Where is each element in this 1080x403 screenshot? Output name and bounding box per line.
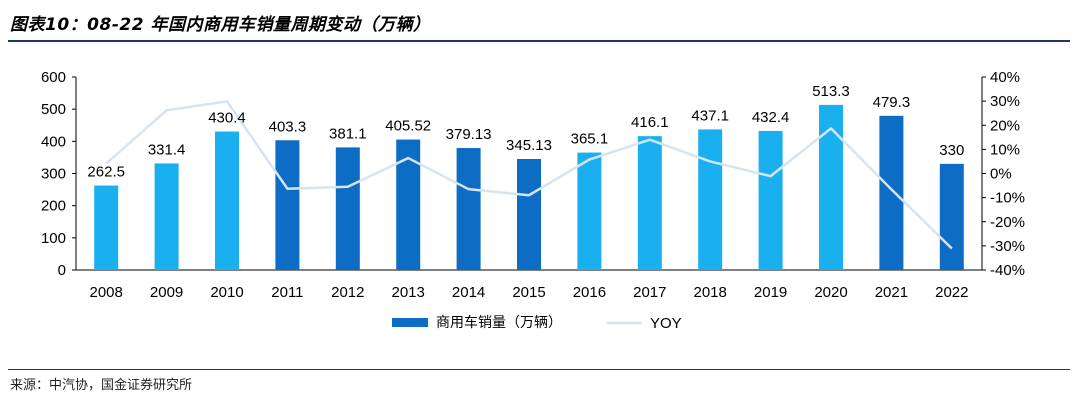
bar: [577, 152, 602, 270]
bar-value-label: 345.13: [506, 137, 552, 154]
y-right-tick-label: -10%: [990, 190, 1025, 207]
y-right-tick-label: 30%: [990, 93, 1020, 110]
bar: [517, 158, 541, 270]
x-tick-label: 2009: [150, 284, 183, 301]
y-right-tick-label: 20%: [990, 117, 1020, 134]
bar-value-label: 416.1: [631, 114, 669, 131]
x-tick-label: 2018: [694, 284, 727, 301]
x-tick-label: 2019: [754, 284, 787, 301]
bar-value-label: 430.4: [208, 110, 246, 127]
y-left-tick-label: 400: [41, 133, 66, 150]
bar: [939, 163, 964, 270]
y-right-tick-label: 0%: [990, 166, 1012, 183]
bar-series: [94, 104, 964, 271]
bar: [758, 130, 783, 270]
chart-legend: 商用车销量（万辆） YOY: [392, 314, 682, 332]
bar: [94, 185, 119, 270]
y-left-tick-label: 200: [41, 198, 66, 215]
y-right-tick-label: -30%: [990, 238, 1025, 255]
bar-value-label: 403.3: [269, 118, 307, 135]
y-left-tick-label: 0: [58, 262, 66, 279]
bar: [335, 147, 360, 270]
legend-label-sales: 商用车销量（万辆）: [436, 314, 562, 330]
x-tick-label: 2014: [452, 284, 485, 301]
x-tick-label: 2020: [814, 284, 847, 301]
bar-value-label: 379.13: [446, 126, 492, 143]
x-tick-label: 2015: [512, 284, 545, 301]
yoy-line-series: [105, 100, 953, 250]
bar-value-label: 437.1: [691, 107, 729, 124]
bar-value-label: 331.4: [148, 141, 186, 158]
x-tick-label: 2013: [392, 284, 425, 301]
bar: [215, 131, 239, 270]
x-tick-label: 2010: [210, 284, 243, 301]
bar-value-label: 479.3: [873, 94, 911, 111]
y-right-tick-label: -20%: [990, 214, 1025, 231]
y-left-tick-label: 500: [41, 101, 66, 118]
bar-value-label: 432.4: [752, 109, 790, 126]
bar-value-label: 405.52: [385, 118, 431, 135]
source-rule: [8, 369, 1070, 370]
bar: [819, 104, 843, 271]
bar-value-label: 330: [939, 142, 964, 159]
x-tick-label: 2022: [935, 284, 968, 301]
x-tick-label: 2012: [331, 284, 364, 301]
y-left-tick-label: 600: [41, 69, 66, 86]
bar-value-label: 365.1: [571, 131, 609, 148]
bar: [698, 129, 723, 270]
x-tick-label: 2021: [875, 284, 908, 301]
bar: [637, 136, 662, 270]
legend-label-yoy: YOY: [650, 315, 682, 332]
title-rule: [8, 40, 1070, 42]
x-tick-label: 2017: [633, 284, 666, 301]
y-right-tick-label: 10%: [990, 141, 1020, 158]
x-tick-label: 2016: [573, 284, 606, 301]
bar-value-label: 262.5: [87, 164, 125, 181]
yoy-line: [105, 100, 953, 250]
bar-value-label: 513.3: [812, 83, 850, 100]
figure-title: 图表10：08-22 年国内商用车销量周期变动（万辆）: [10, 15, 431, 35]
source-note: 来源：中汽协，国金证券研究所: [10, 378, 193, 393]
data-labels: 262.5 331.4 430.4 403.3 381.1 405.52 379.13 345…: [87, 83, 964, 181]
bar: [275, 140, 300, 270]
bar: [154, 163, 179, 270]
bar: [456, 148, 481, 270]
x-tick-label: 2011: [271, 284, 303, 301]
bar: [879, 115, 904, 270]
x-tick-label: 2008: [90, 284, 123, 301]
y-right-tick-label: 40%: [990, 69, 1020, 86]
y-left-tick-label: 100: [41, 230, 66, 247]
chart-axes: 0 100 200 300 400 500 600 -40% -30% -20% -10% 0% 10%…: [41, 69, 1025, 301]
y-right-tick-label: -40%: [990, 262, 1025, 279]
legend-swatch-sales: [392, 318, 428, 327]
y-left-tick-label: 300: [41, 166, 66, 183]
bar-value-label: 381.1: [329, 125, 367, 142]
